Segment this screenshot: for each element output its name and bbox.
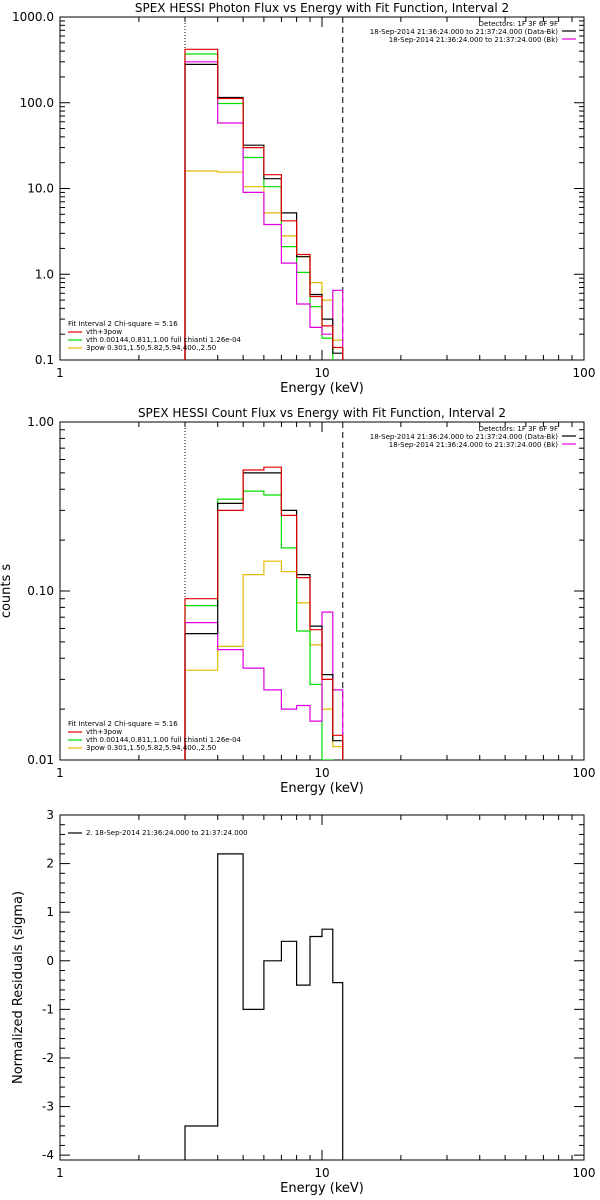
y-tick-label: 10.0 (27, 182, 54, 196)
y-tick-label: 0 (46, 954, 54, 968)
header-line: Detectors: 1F 3F 6F 9F (479, 20, 558, 28)
x-tick-label: 100 (573, 1166, 596, 1180)
plot-frame (59, 814, 585, 1161)
x-tick-label: 1 (56, 1166, 64, 1180)
chart-panel-3: 1 10 100 -4 -3 -2 -1 0 1 2 3 Energy (keV) Normalized… (11, 808, 595, 1196)
y-tick-label: 0.1 (35, 353, 54, 367)
x-tick-label: 100 (573, 366, 596, 380)
y-tick-label: -3 (42, 1100, 54, 1114)
header-line: 18-Sep-2014 21:36:24.000 to 21:37:24.000… (389, 441, 559, 449)
series-line-3pow (184, 170, 344, 360)
series-line-bk (184, 61, 344, 360)
x-tick-label: 1 (56, 366, 64, 380)
series-line-vth-3pow (184, 48, 344, 360)
legend-title: Fit Interval 2 Chi-square = 5.16 (68, 320, 178, 328)
series-line-vth (184, 490, 344, 760)
legend-entry: vth+3pow (86, 728, 122, 736)
y-tick-label: 1.0 (35, 267, 54, 281)
series-line-vth-3pow (184, 466, 344, 760)
y-tick-label: 3 (46, 808, 54, 822)
legend-entry: 2. 18-Sep-2014 21:36:24.000 to 21:37:24.… (86, 829, 248, 837)
x-axis-label: Energy (keV) (280, 381, 364, 396)
legend-entry: vth 0.00144,0.811,1.00 full chianti 1.26… (86, 736, 242, 744)
x-tick-label: 100 (573, 766, 596, 780)
x-axis-label: Energy (keV) (280, 781, 364, 796)
y-tick-label: 0.01 (27, 753, 54, 767)
y-tick-label: 2 (46, 857, 54, 871)
chart-panel-2: 1 10 100 0.01 0.10 1.00 SPEX HESSI Count Flux … (0, 406, 596, 796)
y-tick-label: 1.00 (27, 415, 54, 429)
y-tick-label: -1 (42, 1002, 54, 1016)
header-line: 18-Sep-2014 21:36:24.000 to 21:37:24.000… (370, 433, 559, 441)
y-axis-label: counts s (0, 564, 14, 619)
series-line-data-bk (184, 472, 344, 760)
legend-entry: vth+3pow (86, 328, 122, 336)
x-tick-label: 10 (314, 1166, 329, 1180)
series-line-vth (184, 53, 344, 360)
y-axis-label: Normalized Residuals (sigma) (11, 891, 26, 1084)
y-tick-label: -4 (42, 1148, 54, 1162)
series-line-data-bk (184, 63, 344, 360)
series-line-3pow (184, 560, 344, 760)
y-tick-label: 1 (46, 905, 54, 919)
y-tick-label: 1000.0 (12, 10, 54, 24)
legend-entry: 3pow 0.301,1.50,5.82,5.94,400.,2.50 (86, 744, 216, 752)
x-tick-label: 1 (56, 766, 64, 780)
chart-title: SPEX HESSI Photon Flux vs Energy with Fi… (135, 1, 509, 15)
x-tick-label: 10 (314, 366, 329, 380)
y-tick-label: 0.10 (27, 584, 54, 598)
legend-entry: 3pow 0.301,1.50,5.82,5.94,400.,2.50 (86, 344, 216, 352)
header-line: Detectors: 1F 3F 6F 9F (479, 425, 558, 433)
x-tick-label: 10 (314, 766, 329, 780)
series-group (184, 48, 344, 360)
y-tick-label: -2 (42, 1051, 54, 1065)
header-line: 18-Sep-2014 21:36:24.000 to 21:37:24.000… (389, 36, 559, 44)
series-line-bk (184, 611, 344, 760)
chart-title: SPEX HESSI Count Flux vs Energy with Fit… (138, 406, 506, 420)
legend-entry: vth 0.00144,0.811,1.00 full chianti 1.26… (86, 336, 242, 344)
series-group (184, 853, 344, 1160)
chart-panel-1: 1 10 100 0.1 1.0 10.0 100.0 1000.0 SPEX HESSI Ph… (12, 1, 595, 396)
series-line-2-18-sep-2014-21-36-24-000-to-21-37-24-000 (184, 853, 344, 1160)
series-group (184, 466, 344, 760)
legend-title: Fit Interval 2 Chi-square = 5.16 (68, 720, 178, 728)
header-line: 18-Sep-2014 21:36:24.000 to 21:37:24.000… (370, 28, 559, 36)
y-tick-label: 100.0 (20, 96, 54, 110)
x-axis-label: Energy (keV) (280, 1181, 364, 1196)
